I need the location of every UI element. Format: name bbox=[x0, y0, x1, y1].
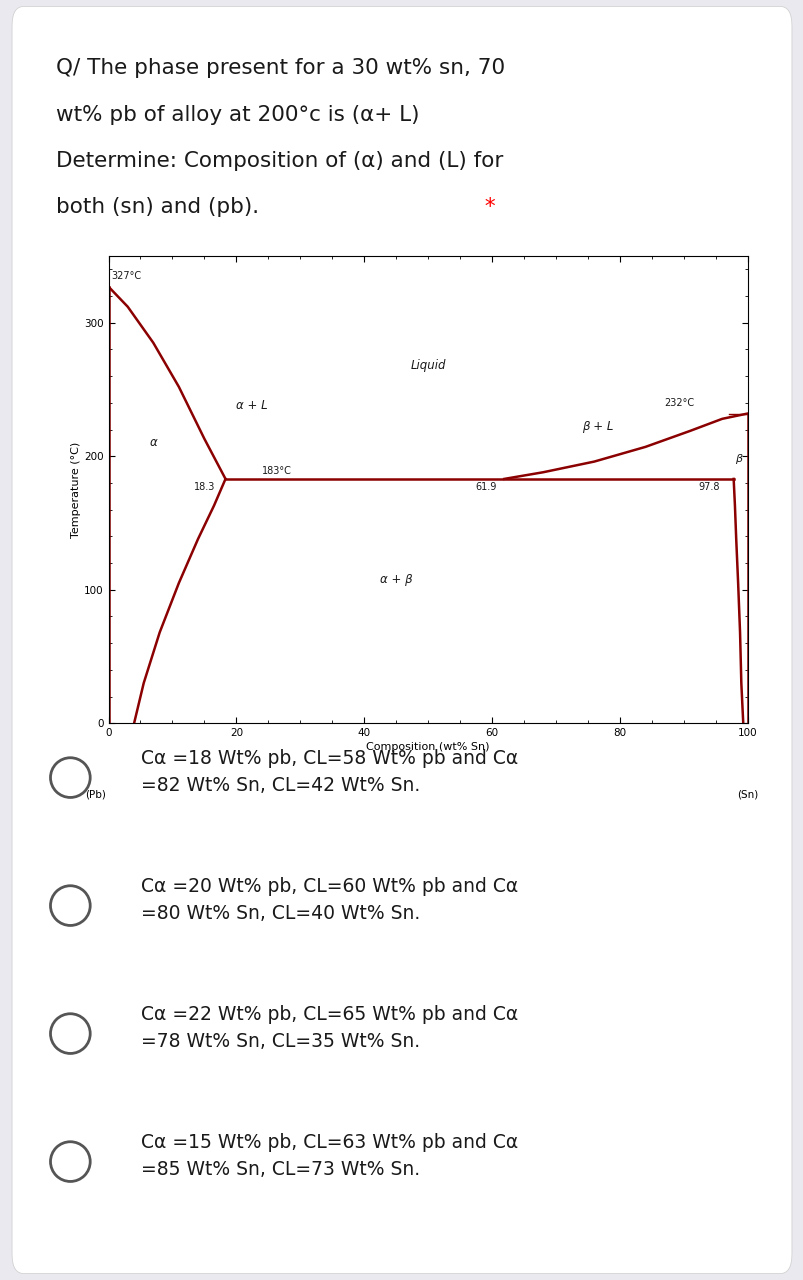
Text: α + β: α + β bbox=[379, 572, 412, 585]
Text: α + L: α + L bbox=[236, 399, 267, 412]
Text: (Sn): (Sn) bbox=[736, 790, 757, 800]
Text: wt% pb of alloy at 200°c is (α+ L): wt% pb of alloy at 200°c is (α+ L) bbox=[56, 105, 419, 125]
Text: both (sn) and (pb).: both (sn) and (pb). bbox=[56, 197, 259, 218]
Text: (Pb): (Pb) bbox=[85, 790, 106, 800]
Text: Q/ The phase present for a 30 wt% sn, 70: Q/ The phase present for a 30 wt% sn, 70 bbox=[56, 58, 505, 78]
Text: Determine: Composition of (α) and (L) for: Determine: Composition of (α) and (L) fo… bbox=[56, 151, 503, 172]
Text: 183°C: 183°C bbox=[262, 466, 291, 476]
Text: Liquid: Liquid bbox=[410, 358, 446, 372]
Text: Cα =15 Wt% pb, CL=63 Wt% pb and Cα
=85 Wt% Sn, CL=73 Wt% Sn.: Cα =15 Wt% pb, CL=63 Wt% pb and Cα =85 W… bbox=[141, 1133, 517, 1179]
Text: 97.8: 97.8 bbox=[698, 483, 719, 492]
Y-axis label: Temperature (°C): Temperature (°C) bbox=[71, 442, 81, 538]
Text: β + L: β + L bbox=[581, 420, 612, 434]
Text: 232°C: 232°C bbox=[664, 398, 694, 408]
Text: 327°C: 327°C bbox=[112, 271, 141, 282]
Text: 18.3: 18.3 bbox=[194, 483, 215, 492]
Text: Cα =20 Wt% pb, CL=60 Wt% pb and Cα
=80 Wt% Sn, CL=40 Wt% Sn.: Cα =20 Wt% pb, CL=60 Wt% pb and Cα =80 W… bbox=[141, 877, 517, 923]
Text: *: * bbox=[478, 197, 495, 218]
Text: Cα =22 Wt% pb, CL=65 Wt% pb and Cα
=78 Wt% Sn, CL=35 Wt% Sn.: Cα =22 Wt% pb, CL=65 Wt% pb and Cα =78 W… bbox=[141, 1005, 517, 1051]
Text: β: β bbox=[734, 454, 741, 463]
Text: α: α bbox=[149, 436, 157, 449]
Text: Cα =18 Wt% pb, CL=58 Wt% pb and Cα
=82 Wt% Sn, CL=42 Wt% Sn.: Cα =18 Wt% pb, CL=58 Wt% pb and Cα =82 W… bbox=[141, 749, 517, 795]
X-axis label: Composition (wt% Sn): Composition (wt% Sn) bbox=[366, 742, 489, 753]
Text: 61.9: 61.9 bbox=[475, 483, 495, 492]
